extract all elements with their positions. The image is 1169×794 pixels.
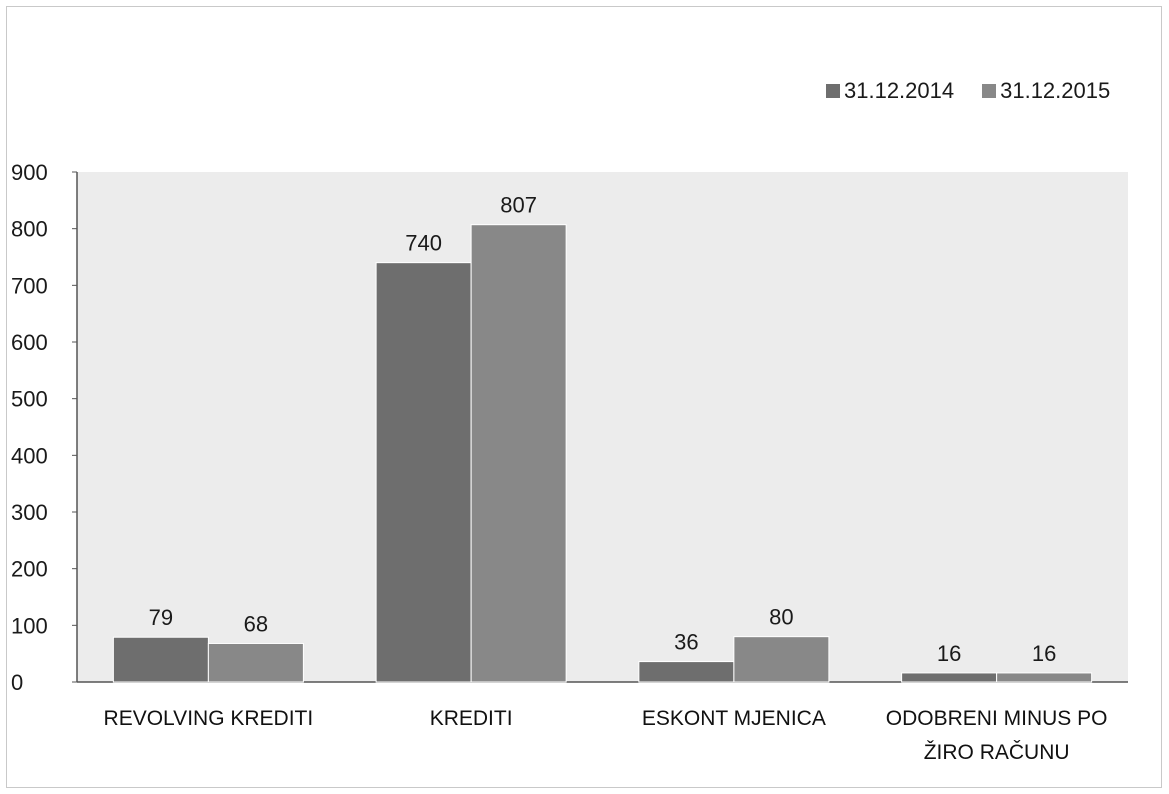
y-tick-label: 500: [11, 387, 48, 412]
legend-item-2015: 31.12.2015: [982, 78, 1110, 104]
x-category-label: REVOLVING KREDITI: [104, 707, 314, 730]
data-label: 16: [1032, 641, 1056, 666]
data-label: 79: [149, 605, 173, 630]
bar: [470, 224, 567, 683]
y-tick-label: 100: [11, 613, 48, 638]
data-label: 740: [405, 231, 442, 256]
x-category-label: ESKONT MJENICA: [642, 707, 826, 730]
x-category-label: ODOBRENI MINUS PO: [886, 707, 1108, 730]
bar: [996, 672, 1093, 683]
bar: [375, 262, 472, 683]
legend-item-2014: 31.12.2014: [826, 78, 954, 104]
bar: [638, 661, 735, 683]
plot-area: [77, 172, 1128, 682]
x-category-label: KREDITI: [430, 707, 513, 730]
y-tick-label: 800: [11, 217, 48, 242]
data-label: 16: [937, 641, 961, 666]
y-tick-label: 0: [11, 670, 23, 695]
legend-swatch-2015: [982, 84, 997, 98]
y-tick-label: 300: [11, 500, 48, 525]
y-tick-label: 400: [11, 443, 48, 468]
data-label: 68: [244, 611, 268, 636]
bar: [207, 642, 304, 683]
legend-label-2015: 31.12.2015: [1000, 78, 1111, 103]
data-label: 36: [674, 630, 698, 655]
data-label: 80: [769, 605, 793, 630]
bar: [112, 636, 209, 683]
y-tick-label: 600: [11, 330, 48, 355]
chart-legend: 31.12.2014 31.12.2015: [826, 78, 1110, 104]
data-label: 807: [500, 193, 537, 218]
y-tick-label: 700: [11, 273, 48, 298]
bar: [901, 672, 998, 683]
y-tick-label: 900: [11, 160, 48, 185]
legend-swatch-2014: [826, 84, 840, 98]
bar: [733, 636, 830, 683]
y-tick-label: 200: [11, 557, 48, 582]
legend-label-2014: 31.12.2014: [844, 78, 955, 103]
x-category-label: ŽIRO RAČUNU: [924, 741, 1070, 764]
